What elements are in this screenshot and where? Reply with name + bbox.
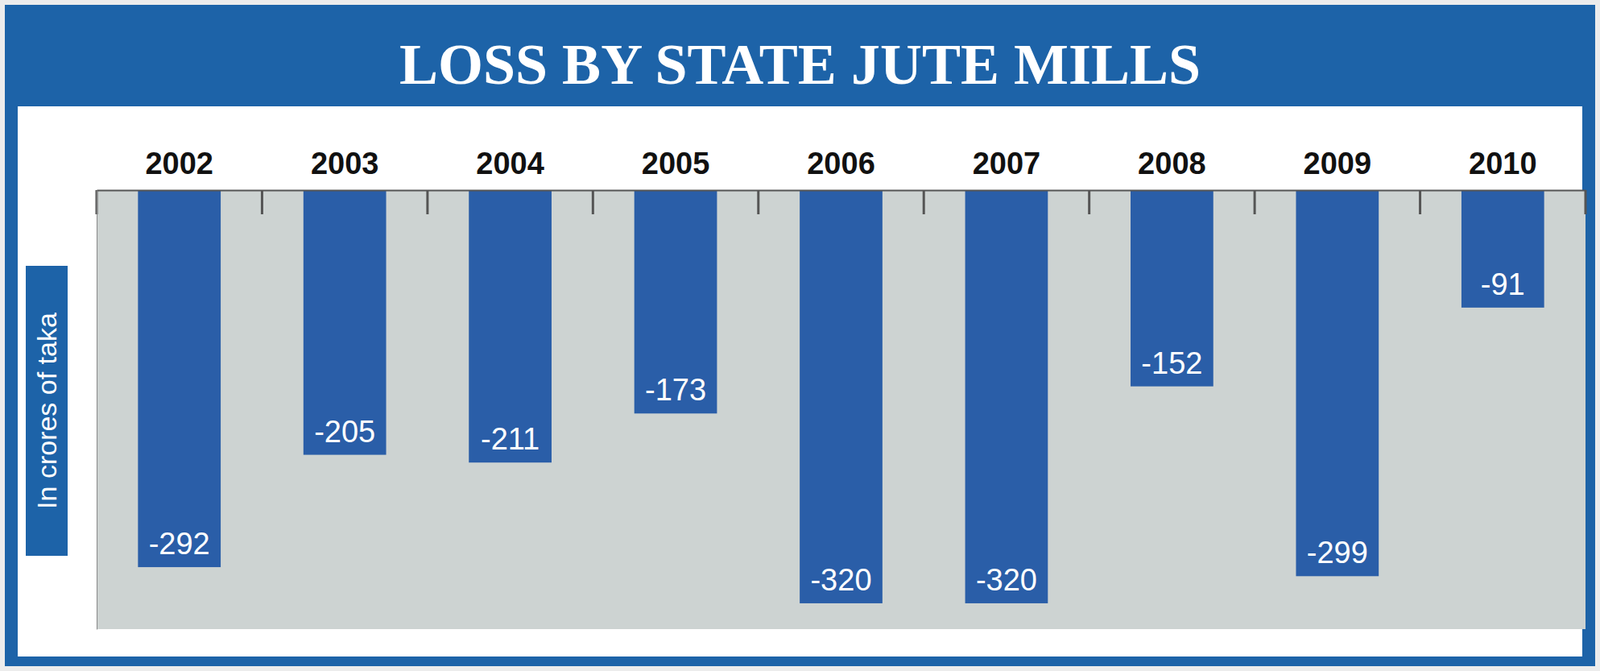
bar xyxy=(303,190,387,455)
x-tick-label: 2010 xyxy=(1468,146,1538,181)
x-tick-label: 2003 xyxy=(310,146,380,181)
x-tick-label: 2007 xyxy=(972,146,1042,181)
data-label: -292 xyxy=(148,526,211,561)
x-tick-label: 2009 xyxy=(1303,146,1373,181)
data-label: -205 xyxy=(314,414,376,449)
separator xyxy=(1584,190,1588,215)
separator xyxy=(425,190,429,215)
separator xyxy=(1087,190,1091,215)
x-tick-label: 2005 xyxy=(641,146,711,181)
data-label: -320 xyxy=(975,562,1038,597)
bar xyxy=(1295,190,1379,576)
x-axis-line xyxy=(97,190,1587,192)
x-tick: 2010 xyxy=(1468,146,1538,191)
y-axis-line xyxy=(96,190,98,630)
x-tick: 2008 xyxy=(1137,146,1207,191)
bars xyxy=(137,190,1544,604)
data-label: -299 xyxy=(1306,535,1369,570)
bar xyxy=(468,190,552,463)
bar xyxy=(634,190,718,414)
x-tick-label: 2002 xyxy=(144,146,214,181)
bar xyxy=(799,190,883,604)
bar xyxy=(137,190,221,567)
separator xyxy=(591,190,595,215)
data-label: -173 xyxy=(644,372,707,407)
y-label-box: In crores of taka xyxy=(25,265,68,556)
frame xyxy=(4,4,1596,666)
x-tick: 2009 xyxy=(1303,146,1373,191)
x-tick: 2005 xyxy=(641,146,711,191)
data-label: -91 xyxy=(1480,267,1526,302)
x-tick: 2002 xyxy=(144,146,214,191)
separator xyxy=(260,190,264,215)
chart: LOSS BY STATE JUTE MILLS -292 -205 -211 -173… xyxy=(0,0,1600,671)
data-label: -320 xyxy=(810,562,872,597)
y-label: In crores of taka xyxy=(31,312,63,509)
x-tick-label: 2006 xyxy=(806,146,876,181)
bar xyxy=(965,190,1049,604)
bar xyxy=(1130,190,1214,387)
title: LOSS BY STATE JUTE MILLS xyxy=(399,32,1201,97)
x-tick: 2004 xyxy=(475,146,545,191)
x-tick: 2007 xyxy=(972,146,1042,191)
x-tick: 2003 xyxy=(310,146,380,191)
data-label: -211 xyxy=(480,421,540,456)
data-label: -152 xyxy=(1141,346,1203,381)
y-label-background xyxy=(25,265,68,556)
bar xyxy=(1461,190,1545,308)
separator xyxy=(756,190,760,215)
y-axis xyxy=(96,190,98,630)
x-axis: 2002 2003 2004 2005 2006 2007 2008 2009 2010 xyxy=(97,146,1587,191)
x-tick: 2006 xyxy=(806,146,876,191)
separator xyxy=(1418,190,1422,215)
x-tick-label: 2004 xyxy=(475,146,545,181)
data-labels: -292 -205 -211 -173 -320 -320 -152 -299 -91 xyxy=(148,267,1526,597)
separator xyxy=(1253,190,1257,215)
plot-background xyxy=(96,190,1586,629)
x-tick-label: 2008 xyxy=(1137,146,1207,181)
separator xyxy=(922,190,926,215)
